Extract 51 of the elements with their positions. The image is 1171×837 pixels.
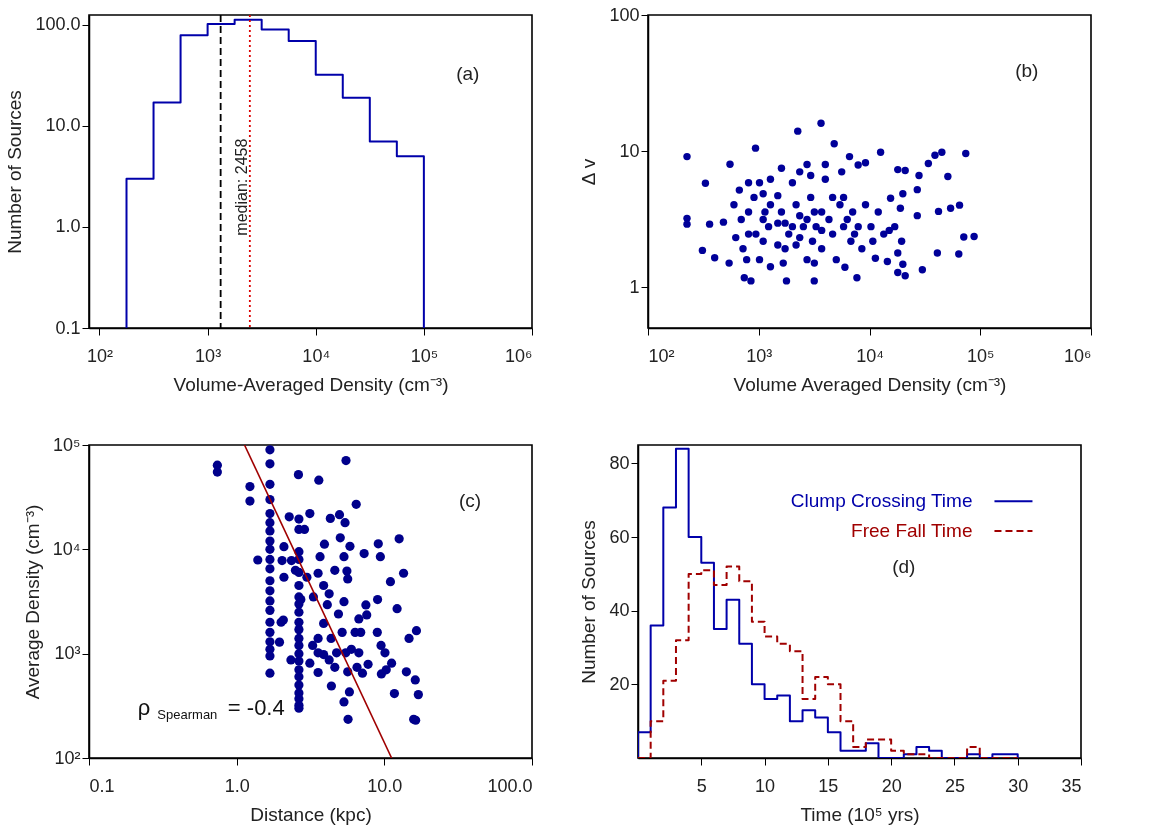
x-tick-label: 0.1 [89, 775, 115, 796]
x-axis-title: Volume Averaged Density (cm⁻³) [733, 373, 1007, 395]
x-tick-label: 15 [818, 775, 839, 796]
x-tick-label: 10⁶ [505, 345, 533, 366]
y-tick-label: 10² [54, 747, 81, 768]
annotation: (a) [456, 63, 480, 85]
y-axis-title: Number of Sources [578, 520, 600, 684]
y-tick-label: 10⁵ [53, 434, 81, 455]
x-tick-label: 10⁵ [967, 345, 995, 366]
x-tick-label: 10.0 [367, 775, 403, 796]
x-tick-label: 10² [648, 345, 675, 366]
x-tick-label: 5 [696, 775, 707, 796]
ref-line-label: median: 2458 [232, 138, 250, 236]
x-tick-label: 30 [1008, 775, 1029, 796]
legend-label: Free Fall Time [851, 520, 973, 542]
y-tick-label: 100 [609, 4, 640, 25]
x-tick-label: 25 [944, 775, 965, 796]
x-tick-label: 20 [881, 775, 902, 796]
x-tick-label: 10 [755, 775, 776, 796]
annotation: (b) [1015, 60, 1039, 82]
y-axis-title: Δ v [578, 158, 600, 186]
y-tick-label: 10³ [54, 643, 81, 664]
x-axis-title: Time (10⁵ yrs) [800, 803, 920, 825]
x-tick-label: 1.0 [224, 775, 250, 796]
x-tick-label: 10² [86, 345, 113, 366]
y-tick-label: 0.1 [55, 317, 81, 338]
legend-label: Clump Crossing Time [790, 490, 973, 512]
y-tick-label: 10.0 [45, 115, 81, 136]
y-tick-label: 1.0 [55, 216, 81, 237]
x-tick-label: 100.0 [487, 775, 533, 796]
y-tick-label: 40 [609, 600, 630, 621]
x-axis-title: Volume-Averaged Density (cm⁻³) [173, 373, 449, 395]
y-tick-label: 100.0 [35, 14, 81, 35]
y-axis-title: Number of Sources [4, 90, 26, 254]
y-tick-label: 10⁴ [52, 538, 81, 559]
x-tick-label: 10³ [746, 345, 773, 366]
y-tick-label: 1 [629, 276, 640, 297]
x-tick-label: 10³ [195, 345, 222, 366]
x-axis-title: Distance (kpc) [250, 803, 372, 825]
annotation: (c) [458, 490, 482, 512]
annotation: (d) [892, 556, 916, 578]
y-tick-label: 20 [609, 673, 630, 694]
x-tick-label: 10⁶ [1064, 345, 1092, 366]
x-tick-label: 10⁵ [410, 345, 439, 366]
y-axis-title: Average Density (cm⁻³) [21, 504, 43, 700]
y-tick-label: 80 [609, 452, 630, 473]
x-tick-label: 10⁴ [302, 345, 331, 366]
x-tick-label: 35 [1061, 775, 1082, 796]
x-tick-label: 10⁴ [856, 345, 884, 366]
y-tick-label: 60 [609, 526, 630, 547]
y-tick-label: 10 [619, 140, 640, 161]
